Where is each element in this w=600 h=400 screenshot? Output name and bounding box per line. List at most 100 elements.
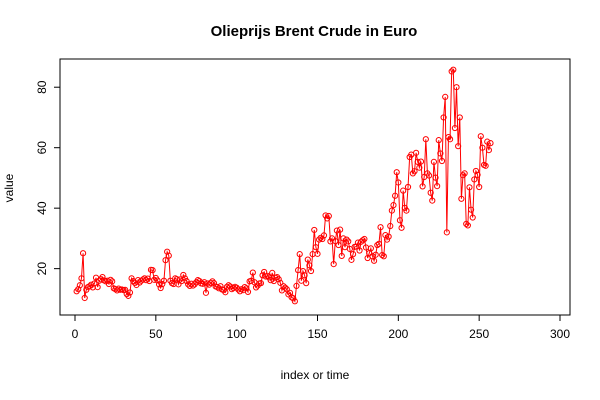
- x-tick-label: 200: [388, 327, 408, 341]
- data-point: [429, 197, 436, 204]
- data-point: [471, 176, 478, 183]
- x-tick-label: 250: [469, 327, 489, 341]
- data-point: [437, 150, 444, 157]
- data-point: [396, 217, 404, 224]
- data-point: [379, 251, 386, 259]
- data-point: [291, 298, 298, 305]
- x-axis-label: index or time: [281, 368, 350, 382]
- data-point: [183, 277, 190, 285]
- data-point: [335, 241, 342, 249]
- data-point: [340, 235, 347, 242]
- data-point: [159, 280, 166, 288]
- y-axis-label: value: [2, 173, 16, 202]
- data-point: [223, 283, 231, 290]
- data-point: [375, 240, 383, 247]
- data-point: [374, 241, 381, 249]
- data-point: [393, 169, 400, 176]
- data-point: [157, 284, 164, 292]
- data-point: [155, 281, 163, 288]
- data-point: [160, 277, 168, 284]
- data-point: [482, 162, 489, 169]
- data-point: [332, 238, 339, 245]
- data-point: [450, 66, 457, 73]
- data-point: [388, 207, 395, 214]
- y-tick-label: 40: [35, 201, 49, 215]
- data-point: [372, 251, 379, 258]
- data-point: [476, 183, 483, 191]
- data-point: [400, 187, 407, 194]
- data-point: [244, 288, 252, 296]
- data-point: [398, 224, 405, 231]
- data-point: [154, 277, 161, 284]
- data-point: [380, 253, 387, 260]
- series-line: [76, 68, 491, 303]
- data-point: [383, 236, 391, 243]
- data-point: [151, 276, 158, 283]
- data-point: [267, 277, 274, 284]
- data-point: [86, 283, 93, 290]
- data-point: [243, 285, 250, 292]
- data-point: [248, 277, 255, 284]
- data-point: [353, 243, 360, 250]
- data-point: [107, 276, 114, 283]
- data-point: [222, 289, 229, 296]
- data-point: [417, 158, 425, 165]
- data-point: [359, 237, 366, 244]
- data-point: [467, 206, 475, 213]
- data-point: [469, 214, 476, 221]
- x-tick-label: 100: [227, 327, 247, 341]
- data-point: [446, 136, 454, 143]
- data-point: [312, 244, 319, 251]
- data-point: [325, 212, 332, 220]
- data-point: [443, 229, 450, 236]
- data-point: [214, 283, 221, 291]
- x-axis: 0 50 100 150 200 250 300: [72, 315, 570, 341]
- data-point: [296, 251, 303, 258]
- data-point: [464, 222, 471, 229]
- data-point: [385, 233, 392, 240]
- data-point: [411, 168, 418, 175]
- data-point: [338, 252, 345, 260]
- data-point: [354, 239, 362, 246]
- data-point: [316, 236, 323, 243]
- data-point: [162, 257, 169, 264]
- chart-title: Olieprijs Brent Crude in Euro: [211, 23, 418, 40]
- plot-area: [73, 66, 494, 305]
- data-point: [448, 68, 455, 75]
- data-point: [440, 114, 447, 121]
- data-point: [387, 222, 394, 230]
- data-point: [422, 136, 429, 143]
- data-point: [442, 93, 449, 100]
- data-point: [456, 114, 463, 121]
- data-point: [202, 289, 210, 296]
- data-point: [91, 280, 98, 287]
- data-point: [164, 248, 171, 255]
- y-axis: 20 40 60 80: [35, 80, 60, 275]
- data-point: [209, 278, 216, 285]
- data-point: [282, 284, 289, 291]
- data-point: [413, 149, 420, 156]
- data-point: [392, 192, 399, 199]
- data-point: [277, 279, 284, 286]
- data-point: [311, 226, 318, 234]
- data-point: [290, 295, 297, 302]
- data-point: [319, 235, 326, 243]
- data-point: [217, 283, 224, 290]
- data-point: [438, 157, 446, 165]
- data-point: [485, 147, 492, 154]
- data-point: [333, 227, 340, 234]
- data-point: [257, 280, 265, 287]
- data-point: [435, 137, 442, 144]
- data-point: [458, 195, 465, 202]
- data-point: [78, 275, 85, 282]
- data-point: [479, 144, 486, 151]
- data-point: [201, 279, 208, 286]
- data-point: [434, 182, 441, 190]
- data-point: [487, 140, 494, 147]
- data-point: [275, 276, 282, 283]
- data-point: [141, 275, 148, 282]
- data-point: [149, 267, 156, 274]
- data-point: [463, 220, 470, 227]
- data-point: [416, 164, 423, 171]
- data-point: [377, 224, 384, 231]
